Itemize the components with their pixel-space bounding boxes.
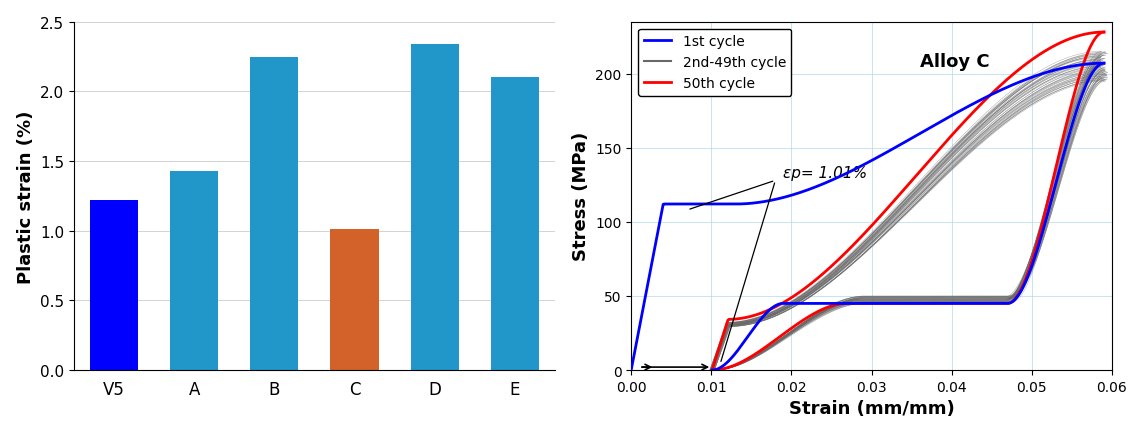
Bar <box>411 45 459 370</box>
Bar <box>90 201 138 370</box>
Legend: 1st cycle, 2nd-49th cycle, 50th cycle: 1st cycle, 2nd-49th cycle, 50th cycle <box>638 30 792 96</box>
Text: εp= 1.01%: εp= 1.01% <box>784 166 867 181</box>
Y-axis label: Plastic strain (%): Plastic strain (%) <box>17 110 34 283</box>
Bar <box>170 171 219 370</box>
X-axis label: Strain (mm/mm): Strain (mm/mm) <box>788 399 954 418</box>
Bar <box>331 230 379 370</box>
Bar <box>251 57 299 370</box>
Y-axis label: Stress (MPa): Stress (MPa) <box>572 132 589 261</box>
Text: Alloy C: Alloy C <box>920 53 990 71</box>
Bar <box>491 78 539 370</box>
